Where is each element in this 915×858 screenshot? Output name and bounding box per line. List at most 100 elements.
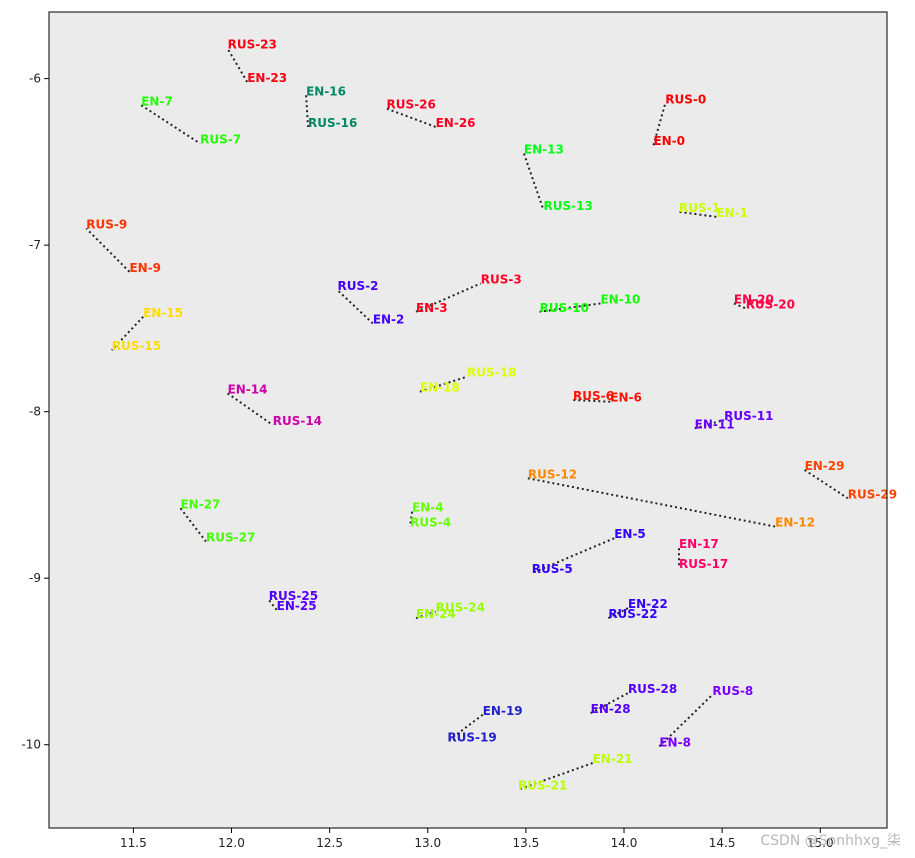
rus-point-label: RUS-3 xyxy=(481,272,522,286)
x-tick-label: 13.5 xyxy=(513,836,540,850)
en-point-label: EN-10 xyxy=(600,292,640,306)
rus-point-label: RUS-23 xyxy=(228,38,277,52)
en-point-label: EN-5 xyxy=(614,527,646,541)
en-point-label: EN-21 xyxy=(593,752,633,766)
pair-line-24 xyxy=(415,610,436,620)
pair-line-3 xyxy=(415,282,482,313)
pair-line-12 xyxy=(527,477,776,528)
en-point-label: EN-2 xyxy=(373,312,405,326)
en-point-label: EN-11 xyxy=(695,417,735,431)
plot-frame xyxy=(48,11,888,829)
en-point-label: EN-28 xyxy=(591,702,631,716)
pair-line-27 xyxy=(179,507,207,543)
en-point-label: EN-0 xyxy=(653,134,685,148)
rus-point-label: RUS-8 xyxy=(712,684,753,698)
pair-line-26 xyxy=(386,107,436,128)
rus-point-label: RUS-9 xyxy=(86,217,127,231)
rus-point-label: RUS-20 xyxy=(746,297,795,311)
rus-point-label: RUS-7 xyxy=(200,133,241,147)
plot-background xyxy=(48,11,888,829)
en-point-label: EN-25 xyxy=(277,599,317,613)
pair-line-29 xyxy=(804,469,849,500)
pair-line-1 xyxy=(678,210,717,218)
en-point-label: EN-4 xyxy=(412,501,444,515)
rus-point-label: RUS-6 xyxy=(573,389,614,403)
pair-line-28 xyxy=(590,692,629,714)
x-tick-label: 12.5 xyxy=(316,836,343,850)
pair-line-25 xyxy=(268,599,278,611)
y-tick-label: -7 xyxy=(29,238,41,252)
pair-line-14 xyxy=(227,392,274,426)
pair-line-11 xyxy=(694,419,725,430)
rus-point-label: RUS-13 xyxy=(544,199,593,213)
pair-line-21 xyxy=(517,762,593,791)
en-point-label: EN-22 xyxy=(628,597,668,611)
y-tick-label: -6 xyxy=(29,72,41,86)
pair-line-7 xyxy=(140,104,201,145)
x-tick-label: 14.5 xyxy=(709,836,736,850)
x-tick-label: 14.0 xyxy=(611,836,638,850)
rus-point-label: RUS-27 xyxy=(206,531,255,545)
rus-point-label: RUS-15 xyxy=(112,339,161,353)
rus-point-label: RUS-5 xyxy=(532,562,573,576)
pair-line-9 xyxy=(85,227,131,273)
rus-point-label: RUS-17 xyxy=(679,557,728,571)
en-point-label: EN-15 xyxy=(143,306,183,320)
en-point-label: EN-9 xyxy=(129,261,161,275)
x-tick-label: 13.0 xyxy=(414,836,441,850)
pair-line-23 xyxy=(226,48,249,83)
en-point-label: EN-29 xyxy=(805,459,845,473)
y-tick-label: -8 xyxy=(29,405,41,419)
x-axis-ticks: 11.5 12.0 12.5 13.0 13.5 14.0 14.5 15.0 xyxy=(120,828,834,850)
en-point-label: EN-27 xyxy=(180,497,220,511)
rus-point-label: RUS-12 xyxy=(528,467,577,481)
en-point-label: EN-7 xyxy=(141,94,173,108)
rus-point-label: RUS-11 xyxy=(724,409,773,423)
pair-line-0 xyxy=(652,103,667,146)
en-point-label: EN-8 xyxy=(659,735,691,749)
y-axis-ticks: -6 -7 -8 -9 -10 xyxy=(21,72,49,752)
pair-line-10 xyxy=(539,302,601,313)
watermark: CSDN @Sonhhxg_柒 xyxy=(760,833,901,849)
en-point-label: EN-12 xyxy=(775,516,815,530)
x-tick-label: 15.0 xyxy=(807,836,834,850)
rus-point-label: RUS-4 xyxy=(410,516,451,530)
rus-point-label: RUS-22 xyxy=(608,607,657,621)
rus-point-label: RUS-0 xyxy=(665,93,706,107)
en-point-label: EN-24 xyxy=(416,607,456,621)
pair-line-19 xyxy=(446,713,484,743)
en-point-label: EN-6 xyxy=(610,391,642,405)
rus-point-label: RUS-2 xyxy=(337,279,378,293)
en-point-label: EN-1 xyxy=(716,206,748,220)
rus-point-label: RUS-14 xyxy=(273,414,322,428)
pair-line-2 xyxy=(336,289,374,325)
rus-point-label: RUS-25 xyxy=(269,589,318,603)
en-point-label: EN-18 xyxy=(420,381,460,395)
y-tick-label: -9 xyxy=(29,571,41,585)
en-point-label: EN-20 xyxy=(734,292,774,306)
en-point-label: EN-14 xyxy=(228,382,268,396)
rus-point-label: RUS-19 xyxy=(447,730,496,744)
en-point-label: EN-3 xyxy=(416,301,448,315)
x-tick-label: 12.0 xyxy=(218,836,245,850)
pair-line-8 xyxy=(658,694,714,748)
rus-point-label: RUS-26 xyxy=(387,98,436,112)
en-point-label: EN-19 xyxy=(483,704,523,718)
x-tick-label: 11.5 xyxy=(120,836,147,850)
y-tick-label: -10 xyxy=(21,738,41,752)
pair-line-20 xyxy=(733,302,747,310)
pair-line-6 xyxy=(572,399,611,403)
rus-point-label: RUS-29 xyxy=(848,487,897,501)
en-point-label: EN-23 xyxy=(247,71,287,85)
rus-point-label: RUS-18 xyxy=(467,366,516,380)
en-point-label: EN-26 xyxy=(436,116,476,130)
en-point-label: EN-17 xyxy=(679,537,719,551)
rus-point-label: RUS-1 xyxy=(679,201,720,215)
rus-point-label: RUS-10 xyxy=(540,301,589,315)
pair-line-22 xyxy=(607,607,629,620)
pair-line-16 xyxy=(305,95,310,127)
en-point-label: EN-13 xyxy=(524,143,564,157)
rus-point-label: RUS-28 xyxy=(628,682,677,696)
